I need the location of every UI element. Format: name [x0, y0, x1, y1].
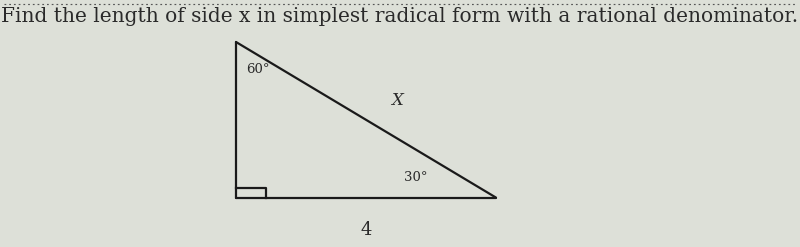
Text: 4: 4: [360, 221, 372, 239]
Text: 30°: 30°: [404, 171, 427, 184]
Text: X: X: [391, 92, 403, 109]
Text: Find the length of side x in simplest radical form with a rational denominator.: Find the length of side x in simplest ra…: [2, 7, 798, 26]
Text: 60°: 60°: [246, 63, 270, 76]
